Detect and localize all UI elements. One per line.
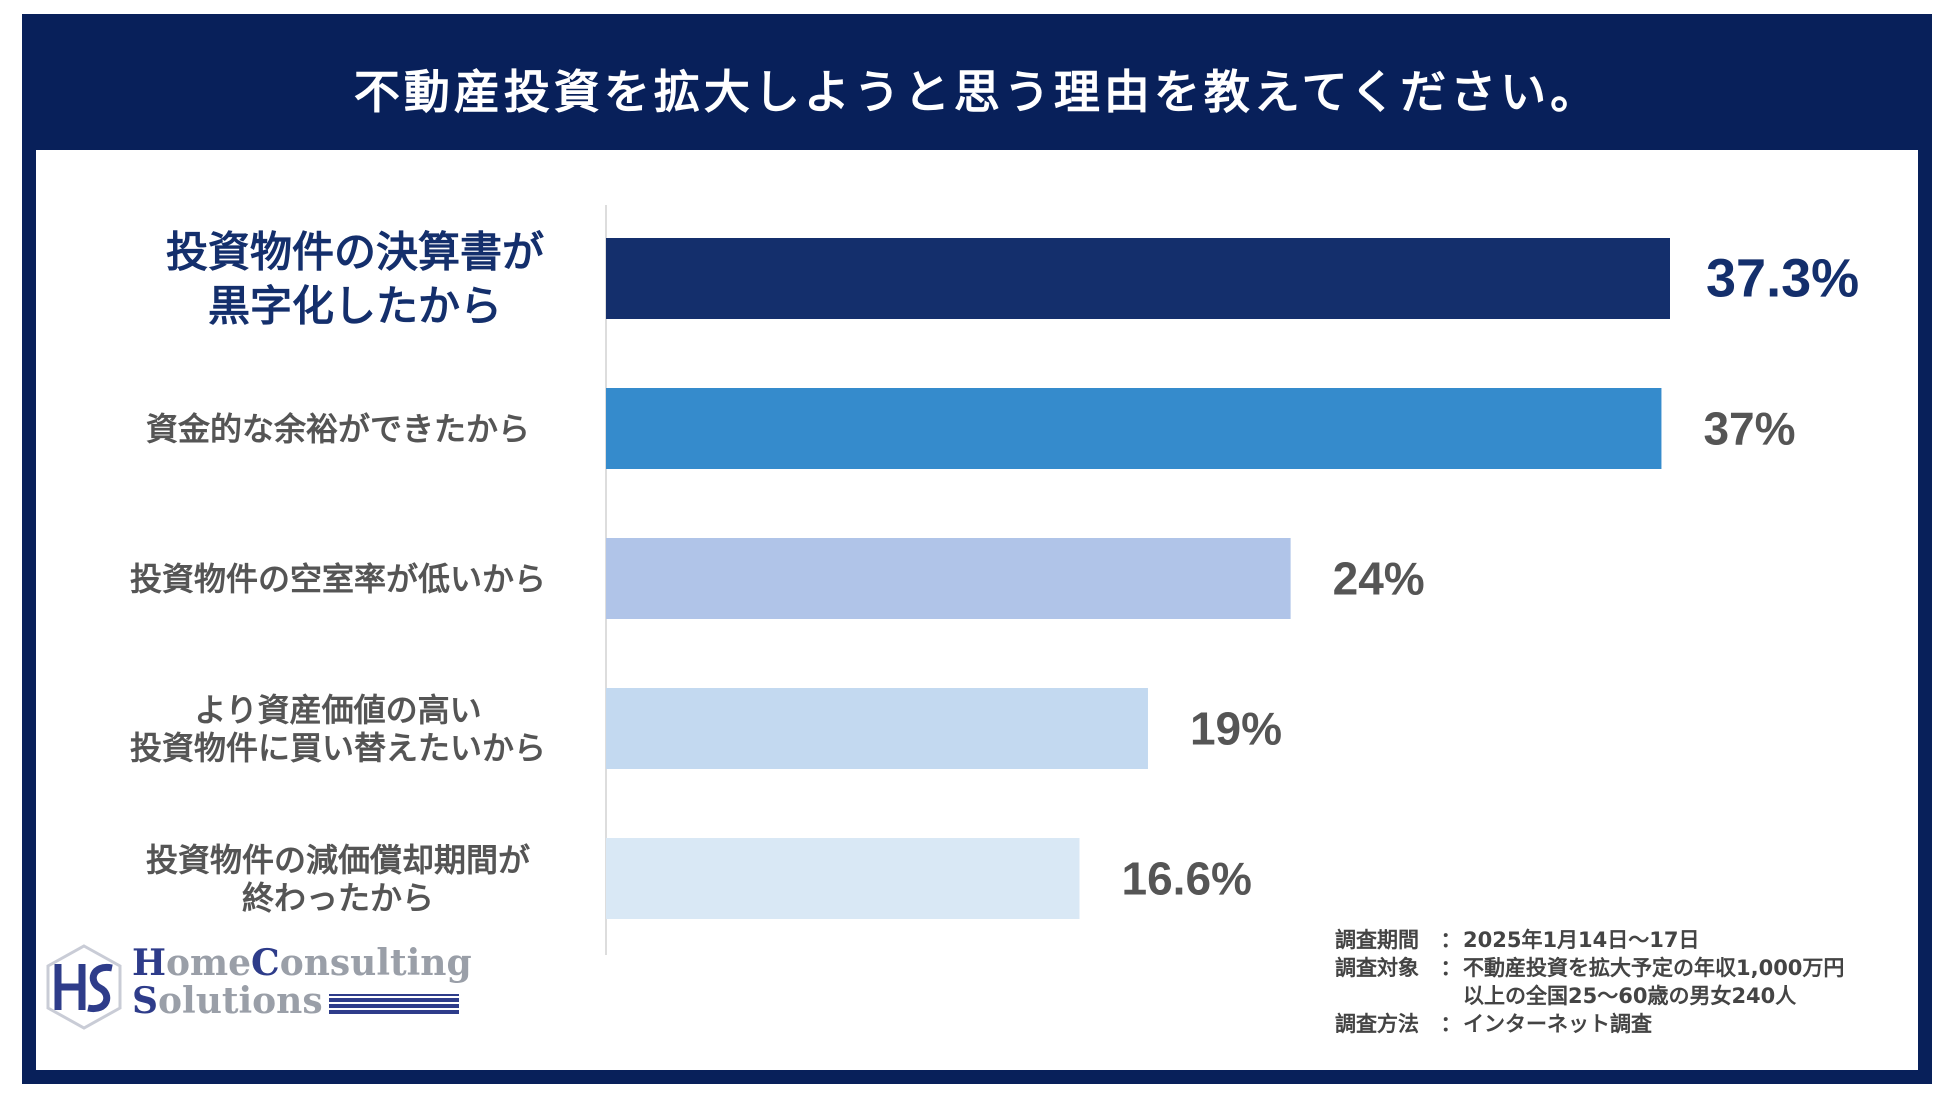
note-separator: ：	[1440, 956, 1462, 980]
bar-4	[606, 838, 1080, 919]
category-label-line: 資金的な余裕ができたから	[146, 410, 530, 448]
category-label-line: 投資物件の決算書が	[166, 228, 544, 277]
value-label-2: 24%	[1333, 553, 1425, 605]
note-row-target: 調査対象 ： 不動産投資を拡大予定の年収1,000万円	[1335, 954, 1933, 982]
note-value: 2025年1月14日～17日	[1463, 928, 1700, 952]
category-label-1: 資金的な余裕ができたから	[146, 410, 530, 448]
category-label-3: より資産価値の高い投資物件に買い替えたいから	[130, 691, 546, 767]
note-label: 調査方法	[1335, 1012, 1419, 1036]
bar-0	[606, 238, 1670, 319]
note-value: 以上の全国25～60歳の男女240人	[1463, 984, 1797, 1008]
logo-text: ome	[166, 942, 252, 984]
survey-notes: 調査期間 ： 2025年1月14日～17日 調査対象 ： 不動産投資を拡大予定の…	[1335, 926, 1933, 1038]
value-label-0: 37.3%	[1706, 249, 1859, 309]
note-label: 調査対象	[1335, 956, 1419, 980]
logo-text: onsulting	[279, 942, 472, 984]
category-label-0: 投資物件の決算書が黒字化したから	[166, 228, 544, 331]
value-label-1: 37%	[1703, 403, 1795, 455]
note-row-period: 調査期間 ： 2025年1月14日～17日	[1335, 926, 1933, 954]
note-separator: ：	[1440, 1012, 1462, 1036]
category-label-line: 投資物件の減価償却期間が	[146, 841, 530, 879]
category-label-line: より資産価値の高い	[194, 691, 481, 729]
hcs-logo-mark-icon	[46, 944, 122, 1030]
note-row-target-cont: 以上の全国25～60歳の男女240人	[1335, 982, 1933, 1010]
bar-3	[606, 688, 1148, 769]
logo-cap-c: C	[251, 942, 280, 984]
logo-cap-h: H	[132, 942, 167, 984]
logo-text-line1: HomeConsulting	[132, 942, 472, 984]
category-label-2: 投資物件の空室率が低いから	[130, 560, 546, 598]
bar-1	[606, 388, 1662, 469]
chart-title: 不動産投資を拡大しようと思う理由を教えてください。	[353, 65, 1601, 119]
note-value: インターネット調査	[1463, 1012, 1652, 1036]
note-value: 不動産投資を拡大予定の年収1,000万円	[1463, 956, 1845, 980]
category-label-line: 黒字化したから	[208, 282, 502, 331]
category-label-4: 投資物件の減価償却期間が終わったから	[146, 841, 530, 917]
company-logo: HomeConsulting Solutions	[42, 942, 472, 1042]
note-separator: ：	[1440, 928, 1462, 952]
title-banner: 不動産投資を拡大しようと思う理由を教えてください。	[36, 28, 1918, 150]
value-label-3: 19%	[1190, 703, 1282, 755]
logo-cap-s: S	[132, 980, 158, 1022]
category-label-line: 投資物件に買い替えたいから	[130, 729, 546, 767]
bar-2	[606, 538, 1291, 619]
note-row-method: 調査方法 ： インターネット調査	[1335, 1010, 1933, 1038]
note-separator	[1439, 982, 1463, 1010]
logo-text-line2: Solutions	[132, 980, 459, 1022]
category-label-line: 終わったから	[242, 879, 434, 917]
logo-dot-pattern	[328, 994, 459, 1014]
note-label: 調査期間	[1335, 928, 1419, 952]
category-label-line: 投資物件の空室率が低いから	[130, 560, 546, 598]
value-label-4: 16.6%	[1122, 853, 1252, 905]
logo-text: olutions	[158, 980, 323, 1022]
note-label	[1335, 982, 1439, 1010]
